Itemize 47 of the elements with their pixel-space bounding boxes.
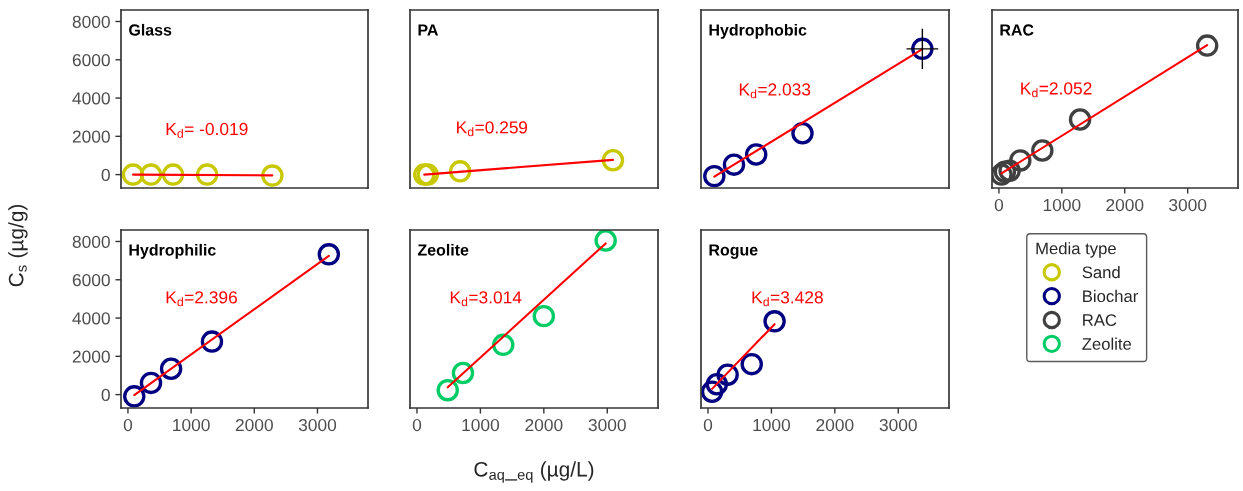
x-tick-label: 1000 [173,418,210,432]
y-tick-label: 0 [101,388,110,402]
annotation: K$_{d}$= -0.019 [166,122,248,138]
x-axis-title: C$_{aq}$_$_{eq}$ (µg/L) [474,461,594,483]
legend-label: Zeolite [1082,337,1132,350]
annotation: K$_{d}$=2.033 [739,83,811,99]
x-tick-label: 0 [412,418,422,432]
x-tick-label: 2000 [525,418,563,432]
annotation: K$_{d}$=0.259 [457,121,528,137]
x-tick-label: 2000 [1106,198,1144,212]
x-tick-label: 3000 [298,418,337,432]
y-tick-label: 2000 [72,130,110,143]
legend-title: Media type [1036,242,1116,258]
annotation: K$_{d}$=3.428 [752,291,823,307]
x-tick-label: 3000 [588,418,626,432]
x-tick-label: 2000 [235,418,273,432]
x-tick-label: 0 [994,198,1004,212]
y-tick-label: 4000 [72,312,110,325]
y-axis-title: C$_{s}$ (µg/g) [8,204,28,287]
legend-label: Biochar [1083,289,1139,303]
text: Rogue [709,244,758,259]
x-tick-label: 1000 [753,418,791,432]
x-tick-label: 0 [703,418,713,432]
annotation: K$_{d}$=3.014 [450,291,522,307]
legend-label: RAC [1083,314,1117,326]
y-tick-label: 8000 [72,235,110,248]
text: Zeolite [417,243,469,256]
text: Hydrophilic [129,243,216,259]
x-tick-label: 3000 [879,418,917,432]
y-tick-label: 6000 [72,273,110,287]
legend-label: Sand [1082,266,1120,279]
y-tick-label: 2000 [72,350,110,363]
x-tick-label: 1000 [1043,198,1081,212]
text: RAC [1000,24,1034,36]
annotation: K$_{d}$=2.052 [1021,82,1092,98]
text: PA [418,24,439,36]
y-tick-label: 8000 [72,15,110,28]
x-tick-label: 3000 [1169,198,1207,212]
x-tick-label: 2000 [816,418,854,432]
y-tick-label: 4000 [72,92,110,105]
x-tick-label: 0 [123,418,133,432]
text: Hydrophobic [709,23,807,39]
text: Glass [129,23,172,36]
y-tick-label: 0 [101,168,110,182]
y-tick-label: 6000 [72,53,110,67]
x-tick-label: 1000 [462,418,500,432]
annotation: K$_{d}$=2.396 [166,291,237,307]
